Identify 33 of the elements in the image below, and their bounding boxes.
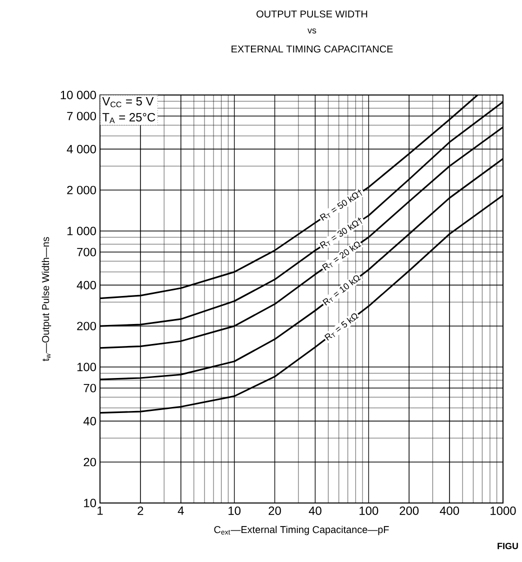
y-tick-label: 700 (77, 248, 96, 256)
y-tick-label: 2 000 (67, 186, 96, 194)
y-tick-label: 4 000 (66, 144, 96, 154)
y-tick-label: 400 (76, 280, 96, 290)
y-tick-label: 10 (84, 498, 96, 508)
x-tick-label: 1000 (490, 506, 516, 515)
x-tick-label: 20 (268, 506, 281, 515)
x-tick-label: 100 (360, 506, 378, 515)
y-tick-label: 1 000 (67, 226, 96, 236)
x-tick-label: 40 (308, 506, 322, 515)
y-tick-label: 40 (83, 416, 96, 426)
x-axis-title: C$_{ext}$—External Timing Capacitance—pF (214, 526, 389, 536)
y-tick-label: 10 000 (60, 90, 96, 100)
chart-title: OUTPUT PULSE WIDTH (256, 10, 368, 18)
x-tick-label: 200 (400, 506, 419, 515)
y-tick-label: 70 (84, 384, 96, 392)
x-tick-label: 400 (440, 506, 460, 515)
x-tick-label: 2 (138, 506, 144, 515)
annotation: V$_{CC}$ = 5 V (102, 97, 154, 108)
text: FIGU (498, 542, 518, 550)
y-tick-label: 100 (77, 362, 96, 372)
x-tick-label: 10 (228, 506, 241, 515)
y-axis-title: t$_{w}$—Output Pulse Width—ns (42, 237, 52, 362)
annotation: T$_{A}$ = 25°C (102, 113, 156, 124)
text: R$_{T}$ = 5 kΩ (324, 313, 359, 341)
y-tick-label: 7 000 (67, 112, 96, 120)
y-tick-label: 200 (77, 322, 96, 330)
text: EXTERNAL TIMING CAPACITANCE (232, 45, 393, 53)
chart-subtitle: vs (308, 28, 316, 34)
x-tick-label: 1 (98, 506, 103, 515)
text: R$_{T}$ = 10 kΩ (322, 275, 361, 306)
x-tick-label: 4 (178, 506, 184, 515)
y-tick-label: 20 (84, 458, 96, 466)
